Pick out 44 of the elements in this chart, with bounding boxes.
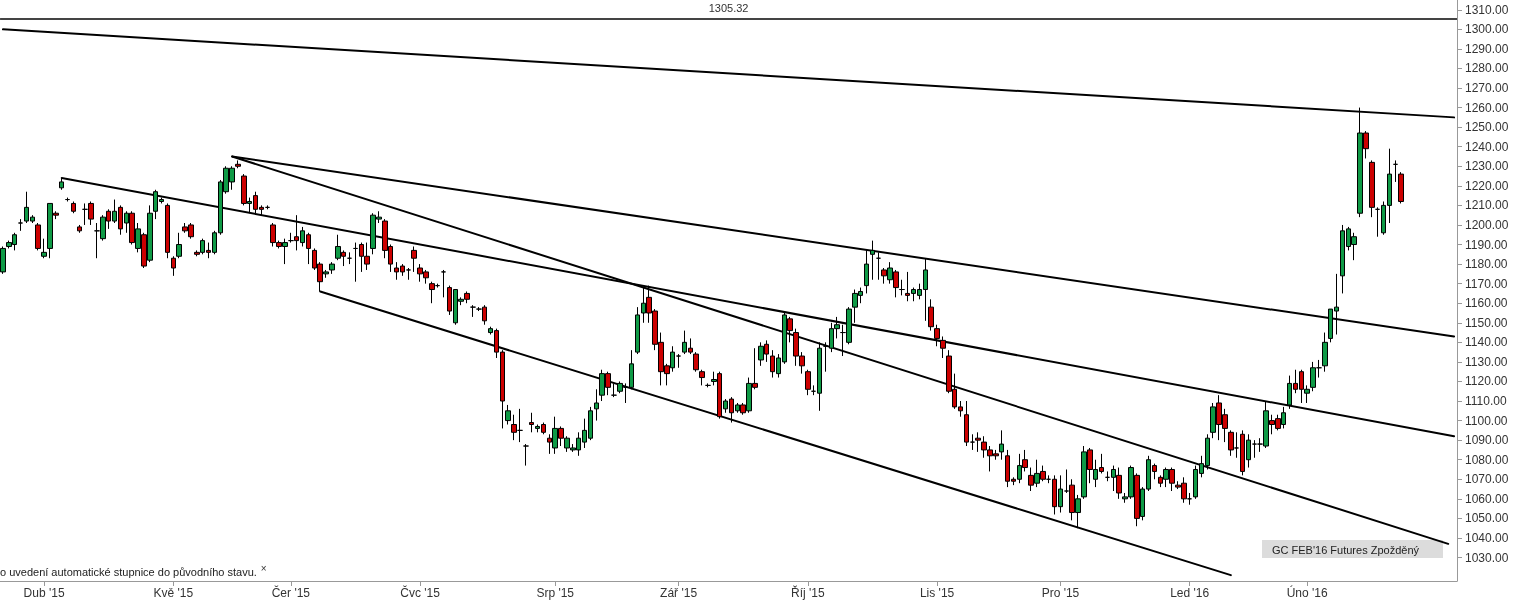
y-tick-label: 1060.00 <box>1465 491 1509 506</box>
y-tick-label: 1230.00 <box>1465 159 1509 174</box>
x-tick-label: Úno '16 <box>1286 585 1329 600</box>
y-tick-label: 1220.00 <box>1465 178 1509 193</box>
y-tick-label: 1130.00 <box>1465 354 1508 369</box>
y-tick-label: 1180.00 <box>1465 257 1508 272</box>
x-tick-label: Srp '15 <box>536 586 575 600</box>
y-tick-label: 1300.00 <box>1465 22 1509 37</box>
y-tick-label: 1150.00 <box>1465 315 1508 330</box>
y-tick-label: 1170.00 <box>1465 276 1508 291</box>
x-tick-label: Čer '15 <box>271 585 311 600</box>
ref-line-label: 1305.32 <box>708 2 749 15</box>
x-tick-label: Zář '15 <box>660 586 698 600</box>
annotation: o uvedení automatické stupnice do původního stavu. <box>0 565 257 578</box>
y-tick-label: 1040.00 <box>1465 530 1509 545</box>
y-tick-label: 1160.00 <box>1465 296 1508 311</box>
y-tick-label: 1110.00 <box>1465 394 1507 409</box>
y-tick-label: 1030.00 <box>1465 550 1509 565</box>
x-tick-label: Kvě '15 <box>153 586 194 600</box>
y-tick-label: 1080.00 <box>1465 452 1509 467</box>
y-tick-label: 1190.00 <box>1465 237 1508 252</box>
annotation: × <box>260 562 267 574</box>
y-tick-label: 1100.00 <box>1465 413 1508 428</box>
y-tick-label: 1270.00 <box>1465 81 1509 96</box>
x-tick-label: Čvc '15 <box>400 585 441 600</box>
annotation: GC FEB'16 Futures Zpožděný <box>1272 543 1420 556</box>
y-tick-label: 1050.00 <box>1465 511 1509 526</box>
y-tick-label: 1240.00 <box>1465 139 1509 154</box>
y-tick-label: 1310.00 <box>1465 2 1509 17</box>
y-tick-label: 1070.00 <box>1465 472 1509 487</box>
y-tick-label: 1210.00 <box>1465 198 1509 213</box>
y-tick-label: 1120.00 <box>1465 374 1508 389</box>
y-tick-label: 1280.00 <box>1465 61 1509 76</box>
y-tick-label: 1090.00 <box>1465 433 1509 448</box>
y-tick-label: 1200.00 <box>1465 217 1509 232</box>
x-tick-label: Dub '15 <box>23 586 65 600</box>
y-tick-label: 1290.00 <box>1465 41 1509 56</box>
x-tick-label: Pro '15 <box>1041 586 1080 600</box>
y-tick-label: 1250.00 <box>1465 120 1509 135</box>
x-tick-label: Lis '15 <box>919 586 955 600</box>
y-tick-label: 1260.00 <box>1465 100 1509 115</box>
y-tick-label: 1140.00 <box>1465 335 1508 350</box>
x-tick-label: Led '16 <box>1170 586 1210 600</box>
x-tick-label: Říj '15 <box>791 585 825 600</box>
